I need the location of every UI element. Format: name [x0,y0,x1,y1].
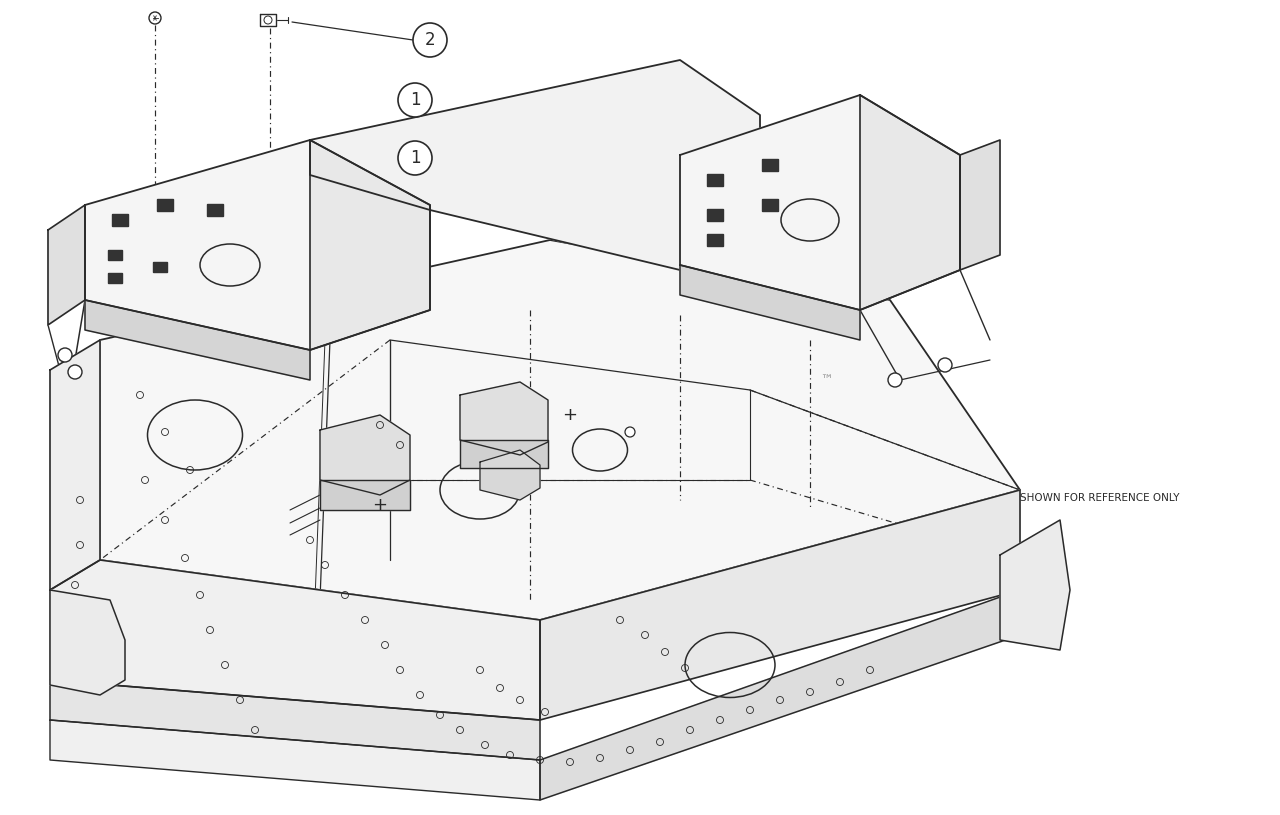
Polygon shape [960,140,1000,270]
Polygon shape [540,590,1020,800]
Polygon shape [310,60,760,270]
Polygon shape [707,174,723,186]
Polygon shape [480,450,540,500]
Circle shape [413,23,447,57]
Polygon shape [50,680,540,760]
Polygon shape [154,262,166,272]
Polygon shape [113,214,128,226]
Polygon shape [310,140,430,350]
Polygon shape [680,265,860,340]
Text: ™: ™ [820,373,832,386]
Polygon shape [707,209,723,221]
Circle shape [398,83,433,117]
Circle shape [148,12,161,24]
Polygon shape [108,250,122,260]
Circle shape [398,141,433,175]
Circle shape [58,348,72,362]
Polygon shape [762,159,778,171]
Polygon shape [100,240,1020,620]
Polygon shape [84,140,430,350]
Circle shape [888,373,902,387]
Polygon shape [320,415,410,495]
Polygon shape [50,340,100,590]
Polygon shape [84,300,310,380]
Polygon shape [540,490,1020,720]
Polygon shape [460,382,548,455]
Text: 1: 1 [410,149,420,167]
Polygon shape [762,199,778,211]
Polygon shape [50,720,540,800]
Text: +: + [562,406,577,424]
Polygon shape [50,590,125,695]
Text: PartsTree: PartsTree [238,367,942,494]
Polygon shape [157,199,173,211]
Polygon shape [460,440,548,468]
Polygon shape [260,14,276,26]
Text: 1: 1 [410,91,420,109]
Circle shape [68,365,82,379]
Circle shape [938,358,952,372]
Polygon shape [207,204,223,216]
Polygon shape [320,480,410,510]
Text: ™: ™ [800,365,819,385]
Text: 2: 2 [425,31,435,49]
Polygon shape [50,560,540,720]
Text: SHOWN FOR REFERENCE ONLY: SHOWN FOR REFERENCE ONLY [1020,493,1179,503]
Polygon shape [707,234,723,246]
Polygon shape [49,205,84,325]
Circle shape [625,427,635,437]
Polygon shape [860,95,960,310]
Polygon shape [1000,520,1070,650]
Text: +: + [372,496,388,514]
Polygon shape [108,273,122,283]
Polygon shape [680,95,960,310]
